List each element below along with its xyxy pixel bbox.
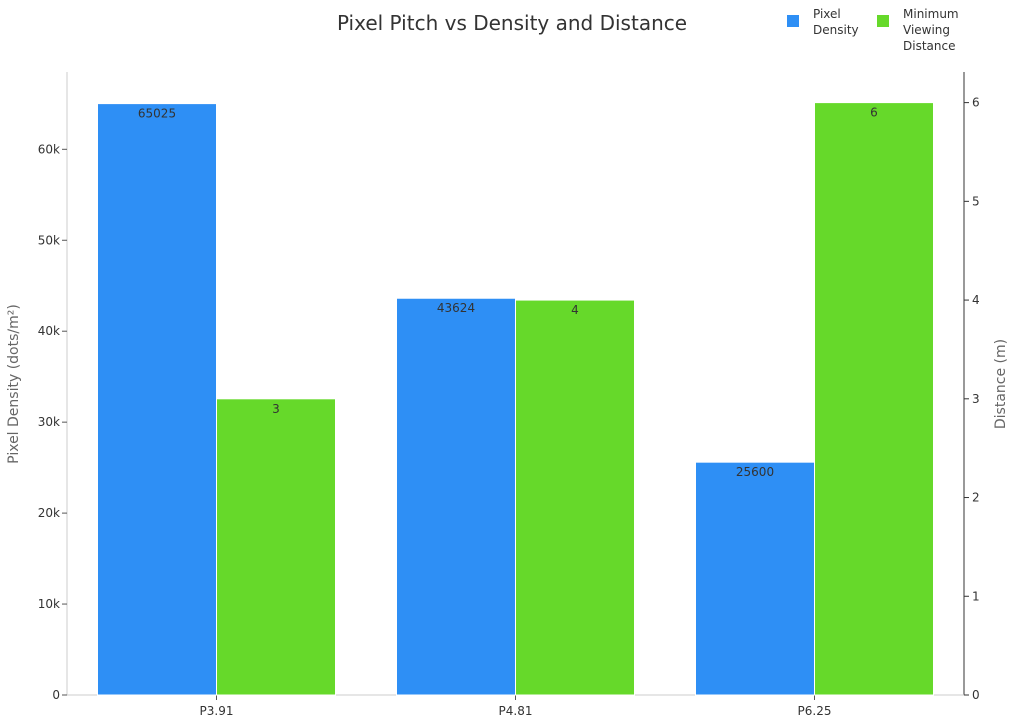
data-label: 3 [272,402,280,416]
bar-pixel-density [396,297,516,696]
y-tick-label-right: 1 [972,589,980,603]
legend-swatch [787,15,799,27]
data-label: 43624 [437,301,475,315]
y-tick-label-right: 3 [972,392,980,406]
y-tick-label-left: 60k [38,142,60,156]
legend-label: Distance [903,39,955,53]
bar-viewing-distance [216,398,336,696]
y-tick-label-left: 10k [38,597,60,611]
x-tick-label: P3.91 [200,704,234,718]
bar-viewing-distance [515,299,635,696]
bar-viewing-distance [814,102,934,696]
chart-title: Pixel Pitch vs Density and Distance [337,11,687,35]
x-tick-label: P6.25 [798,704,832,718]
y-tick-label-right: 2 [972,491,980,505]
bar-pixel-density [97,103,217,696]
bar-pixel-density [695,461,815,696]
data-label: 65025 [138,107,176,121]
bars: 65025 3 43624 4 25600 6 [97,102,934,696]
data-label: 25600 [736,465,774,479]
y-tick-label-left: 20k [38,506,60,520]
y-tick-label-left: 30k [38,415,60,429]
x-tick-label: P4.81 [499,704,533,718]
y-tick-label-left: 40k [38,324,60,338]
y-axis-left-label: Pixel Density (dots/m²) [6,304,22,464]
y-tick-label-left: 50k [38,233,60,247]
legend-label: Density [813,23,859,37]
y-tick-label-right: 4 [972,293,980,307]
y-axis-right-label: Distance (m) [993,339,1009,429]
data-label: 6 [870,106,878,120]
y-tick-label-left: 0 [52,688,60,702]
legend-label: Minimum [903,7,959,21]
y-tick-label-right: 0 [972,688,980,702]
y-tick-label-right: 6 [972,96,980,110]
legend: Pixel Density Minimum Viewing Distance [787,7,959,53]
y-tick-label-right: 5 [972,194,980,208]
legend-swatch [877,15,889,27]
legend-label: Viewing [903,23,950,37]
legend-label: Pixel [813,7,841,21]
data-label: 4 [571,303,579,317]
